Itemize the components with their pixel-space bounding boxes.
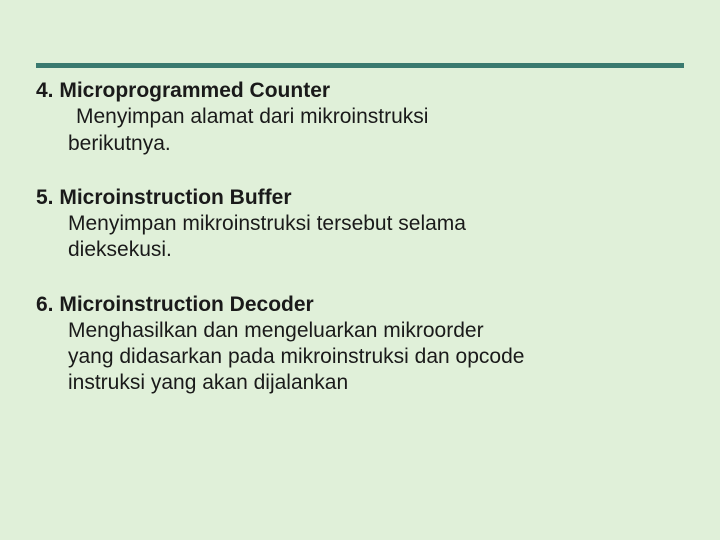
item-heading: 4. Microprogrammed Counter (36, 78, 684, 104)
item-description-line: berikutnya. (36, 131, 684, 157)
list-item: 5. Microinstruction Buffer Menyimpan mik… (36, 185, 684, 264)
list-item: 4. Microprogrammed Counter Menyimpan ala… (36, 78, 684, 157)
item-heading: 6. Microinstruction Decoder (36, 292, 684, 318)
item-description-line: dieksekusi. (36, 237, 684, 263)
item-description-line: Menyimpan alamat dari mikroinstruksi (36, 104, 684, 130)
item-description-line: yang didasarkan pada mikroinstruksi dan … (36, 344, 684, 370)
item-description-line: Menyimpan mikroinstruksi tersebut selama (36, 211, 684, 237)
horizontal-divider (36, 63, 684, 68)
list-item: 6. Microinstruction Decoder Menghasilkan… (36, 292, 684, 397)
item-heading: 5. Microinstruction Buffer (36, 185, 684, 211)
content-area: 4. Microprogrammed Counter Menyimpan ala… (36, 78, 684, 425)
item-description-line: Menghasilkan dan mengeluarkan mikroorder (36, 318, 684, 344)
item-description-line: instruksi yang akan dijalankan (36, 370, 684, 396)
